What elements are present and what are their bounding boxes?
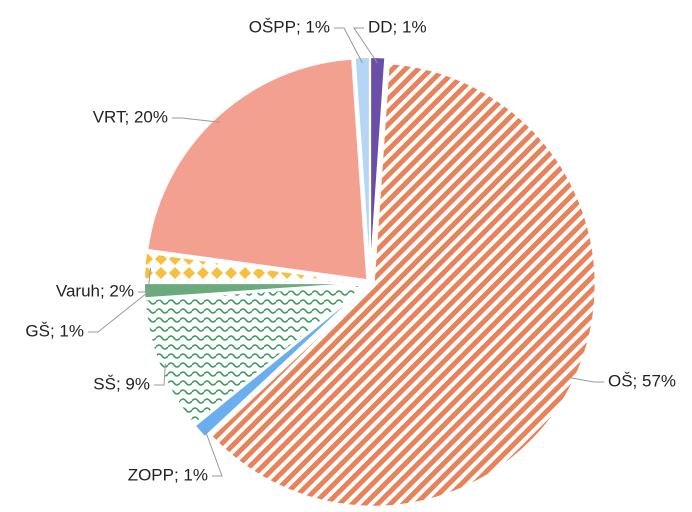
- leader-line: [353, 27, 378, 64]
- slice-label: OŠPP; 1%: [249, 17, 330, 36]
- leader-line: [154, 363, 166, 386]
- slice-label: ZOPP; 1%: [128, 465, 208, 484]
- slice-label: SŠ; 9%: [93, 374, 150, 393]
- pie-slice: [209, 62, 597, 508]
- pie-slice: [143, 251, 367, 284]
- leader-line: [203, 427, 223, 477]
- pie-slice: [146, 57, 369, 282]
- leader-line: [172, 117, 220, 123]
- pie-slice: [193, 284, 368, 439]
- slice-label: DD; 1%: [368, 17, 427, 36]
- leader-line: [568, 376, 604, 383]
- pie-slice: [353, 56, 371, 280]
- leader-line: [334, 27, 363, 64]
- slice-label: VRT; 20%: [93, 107, 168, 126]
- leader-line: [88, 290, 151, 333]
- slice-label: Varuh; 2%: [56, 281, 134, 300]
- slice-label: OŠ; 57%: [608, 371, 676, 390]
- pie-slice: [143, 283, 370, 426]
- slice-label: GŠ; 1%: [25, 321, 84, 340]
- leader-line: [138, 267, 152, 293]
